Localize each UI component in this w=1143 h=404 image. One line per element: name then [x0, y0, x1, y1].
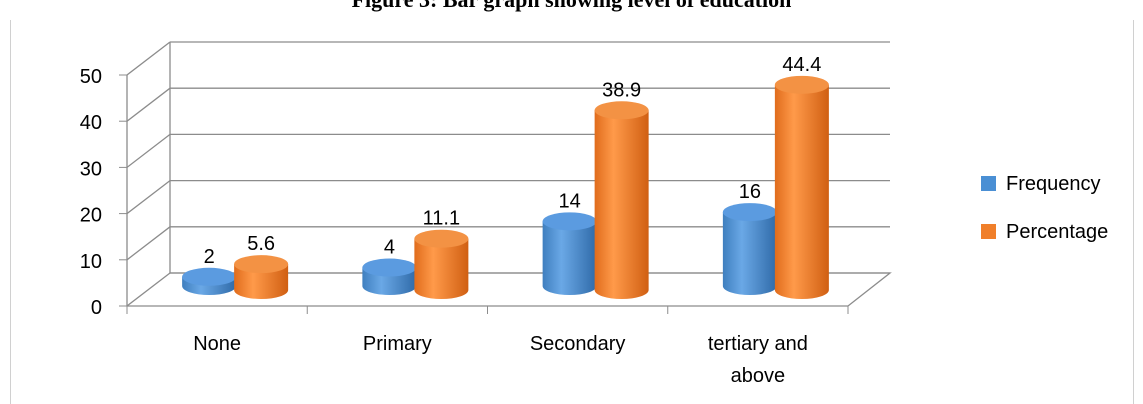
bar-top — [362, 258, 417, 277]
bar-body — [542, 221, 597, 295]
y-tick-label: 40 — [80, 112, 102, 134]
data-label: 4 — [384, 237, 395, 259]
data-label: 2 — [204, 246, 215, 268]
data-label: 44.4 — [782, 54, 821, 76]
data-label: 14 — [559, 190, 581, 212]
legend-swatch — [981, 176, 996, 191]
percentage-bar — [594, 101, 649, 299]
percentage-bar — [414, 229, 469, 299]
bar-body — [722, 212, 777, 295]
bar-top — [594, 101, 649, 120]
frequency-bar — [182, 267, 237, 295]
bar-top — [414, 229, 469, 248]
x-category-label: Primary — [363, 333, 432, 355]
x-category-label: None — [193, 333, 241, 355]
legend-label: Percentage — [1006, 221, 1108, 243]
x-category-label: tertiary and — [708, 333, 808, 355]
bar-top — [774, 75, 829, 94]
bar-body — [594, 110, 649, 299]
axis-layer: 0 10 20 30 40 50 None Primary Secondary tertiary … — [80, 42, 849, 387]
data-label: 11.1 — [423, 208, 460, 230]
legend-swatch — [981, 224, 996, 239]
frequency-bar — [542, 212, 597, 295]
y-tick-label: 0 — [91, 297, 102, 319]
bar-top — [234, 255, 289, 274]
x-category-label: above — [731, 365, 786, 387]
bar-top — [182, 267, 237, 286]
gridline-side — [126, 180, 171, 215]
grid-layer — [126, 41, 892, 307]
data-label: 16 — [739, 181, 761, 203]
percentage-bar — [234, 255, 289, 299]
y-tick-label: 30 — [80, 158, 102, 180]
y-tick-label: 20 — [80, 205, 102, 227]
data-label: 5.6 — [247, 233, 275, 255]
legend-label: Frequency — [1006, 173, 1101, 195]
data-label: 38.9 — [602, 79, 641, 101]
bar-top — [542, 212, 597, 231]
bar-body — [234, 264, 289, 299]
gridline-side — [126, 272, 171, 307]
label-layer: 2 5.6 4 11.1 14 38.9 16 44.4 — [204, 54, 822, 268]
gridline-side — [126, 41, 171, 76]
chart-frame — [10, 20, 1134, 404]
bar-body — [774, 84, 829, 299]
frequency-bar — [362, 258, 417, 295]
y-tick-label: 50 — [80, 66, 102, 88]
gridline-side — [126, 87, 171, 122]
bar-body — [414, 238, 469, 299]
x-category-label: Secondary — [530, 333, 626, 355]
bar-layer — [182, 75, 829, 299]
frequency-bar — [722, 203, 777, 295]
gridline-side — [126, 133, 171, 168]
gridline-side — [126, 226, 171, 261]
y-tick-label: 10 — [80, 251, 102, 273]
bar-top — [722, 203, 777, 222]
chart-title: Figure 3: Bar graph showing level of edu… — [0, 0, 1143, 13]
legend-layer: Frequency Percentage — [981, 173, 1108, 243]
percentage-bar — [774, 75, 829, 299]
